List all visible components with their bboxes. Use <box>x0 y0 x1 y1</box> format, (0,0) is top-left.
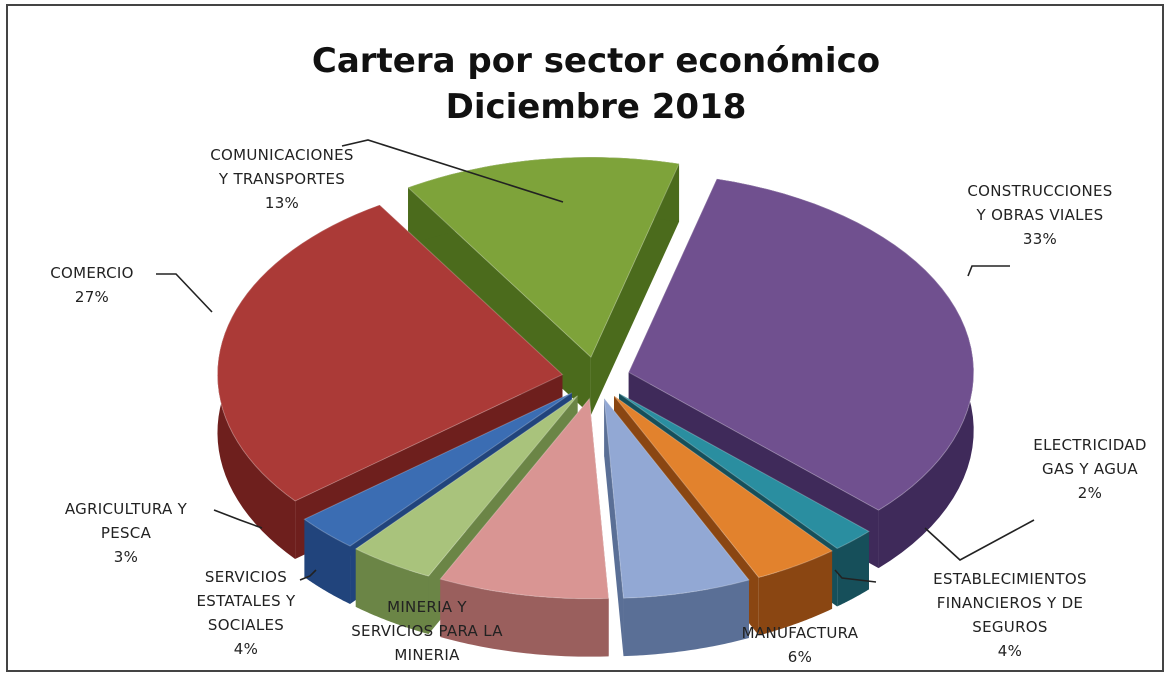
label-electricidad-gas-y-agua-line-1: ELECTRICIDAD <box>1033 436 1146 454</box>
leader-line-electricidad-gas-y-agua <box>924 519 1035 561</box>
label-agricultura-y-pesca-line-2: PESCA <box>101 524 152 542</box>
label-electricidad-gas-y-agua-line-3: 2% <box>1078 484 1102 502</box>
leader-line-servicios-estatales-y-sociales <box>299 569 317 581</box>
slice-top <box>439 397 610 600</box>
label-comercio-line-1: COMERCIO <box>50 264 133 282</box>
slice-mineria-y-servicios-para-la-mineria <box>439 397 610 657</box>
slice-rim <box>304 519 351 605</box>
leader-line-construcciones-y-obras-viales <box>967 265 1010 277</box>
slice-comunicaciones-y-transportes <box>407 156 680 416</box>
label-establecimientos-financieros-y-de-seguros-line-4: 4% <box>998 642 1022 660</box>
label-manufactura-line-1: MANUFACTURA <box>742 624 859 642</box>
chart-subtitle: Diciembre 2018 <box>446 87 747 127</box>
slice-top <box>354 395 578 577</box>
label-mineria-y-servicios-para-la-mineria-line-1: MINERIA Y <box>387 598 467 616</box>
slice-top <box>628 178 975 511</box>
slice-top <box>618 393 870 550</box>
slice-rim <box>623 580 749 657</box>
label-establecimientos-financieros-y-de-seguros-line-3: SEGUROS <box>972 618 1047 636</box>
label-servicios-estatales-y-sociales-line-1: SERVICIOS <box>205 568 287 586</box>
slice-top <box>216 204 564 502</box>
label-mineria-y-servicios-para-la-mineria-line-3: MINERIA <box>394 646 460 664</box>
label-comercio-line-2: 27% <box>75 288 109 306</box>
label-construcciones-y-obras-viales-line-1: CONSTRUCCIONES <box>967 182 1112 200</box>
label-agricultura-y-pesca-line-3: 3% <box>114 548 138 566</box>
label-servicios-estatales-y-sociales-line-4: 4% <box>234 640 258 658</box>
label-construcciones-y-obras-viales-line-2: Y OBRAS VIALES <box>976 206 1104 224</box>
slice-manufactura <box>603 396 750 657</box>
label-establecimientos-financieros-y-de-seguros-line-1: ESTABLECIMIENTOS <box>933 570 1087 588</box>
pie-slices <box>216 156 975 657</box>
label-construcciones-y-obras-viales-line-3: 33% <box>1023 230 1057 248</box>
label-electricidad-gas-y-agua-line-2: GAS Y AGUA <box>1042 460 1138 478</box>
chart-title: Cartera por sector económico <box>312 41 880 81</box>
slice-wall <box>590 163 680 416</box>
leader-line-agricultura-y-pesca <box>213 509 263 529</box>
label-comunicaciones-y-transportes-line-3: 13% <box>265 194 299 212</box>
slice-top <box>603 396 750 599</box>
slice-top <box>613 395 834 579</box>
slice-wall <box>604 398 624 657</box>
slice-top <box>407 156 680 358</box>
slice-rim <box>837 531 869 607</box>
label-comunicaciones-y-transportes-line-1: COMUNICACIONES <box>210 146 353 164</box>
leader-line-comercio <box>156 273 213 313</box>
label-establecimientos-financieros-y-de-seguros-line-2: FINANCIEROS Y DE <box>937 594 1083 612</box>
leader-line-comunicaciones-y-transportes <box>341 139 564 203</box>
slice-rim <box>440 579 609 657</box>
label-servicios-estatales-y-sociales-line-2: ESTATALES Y <box>197 592 296 610</box>
slice-wall <box>408 187 591 416</box>
label-comunicaciones-y-transportes-line-2: Y TRANSPORTES <box>218 170 345 188</box>
label-mineria-y-servicios-para-la-mineria-line-2: SERVICIOS PARA LA <box>351 622 503 640</box>
slice-rim <box>355 548 429 635</box>
leader-line-establecimientos-financieros-y-de-seguros <box>834 569 877 583</box>
slice-labels: COMUNICACIONES Y TRANSPORTES 13% CONSTRUCCI… <box>50 139 1146 666</box>
label-servicios-estatales-y-sociales-line-3: SOCIALES <box>208 616 284 634</box>
slice-top <box>303 392 573 547</box>
label-manufactura-line-2: 6% <box>788 648 812 666</box>
slice-rim <box>758 550 833 636</box>
label-agricultura-y-pesca-line-1: AGRICULTURA Y <box>65 500 188 518</box>
